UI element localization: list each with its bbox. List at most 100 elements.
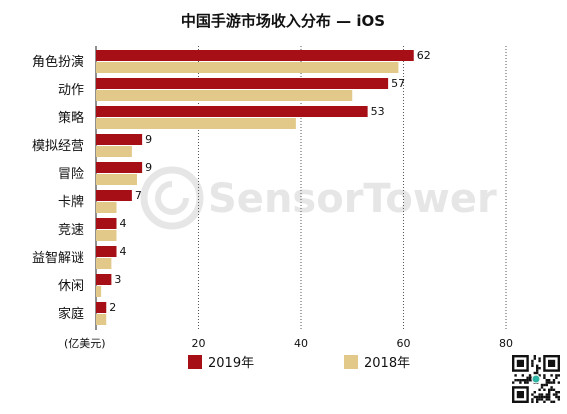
bar-2018 [96, 90, 353, 101]
qr-module [531, 400, 534, 403]
qr-module [557, 391, 560, 394]
qr-finder-core [516, 359, 524, 367]
qr-module [536, 367, 539, 370]
bar-2018 [96, 62, 399, 73]
qr-module [552, 393, 556, 396]
qr-module [536, 395, 539, 399]
qr-module [548, 379, 551, 382]
bar-2018 [96, 202, 117, 213]
qr-module [526, 379, 529, 382]
qr-module [538, 374, 541, 377]
data-label: 4 [120, 245, 127, 258]
qr-module [536, 398, 539, 401]
qr-module [533, 391, 536, 394]
qr-module [545, 395, 548, 399]
data-label: 3 [114, 273, 121, 286]
unit-label: (亿美元) [64, 337, 106, 350]
qr-module [533, 371, 536, 375]
bar-2018 [96, 258, 112, 269]
bar-2019 [96, 134, 143, 145]
bar-2018 [96, 314, 107, 325]
qr-module [531, 362, 534, 365]
data-labels: 62 57 53 9 9 7 4 4 3 2 [109, 49, 431, 314]
bar-2019 [96, 246, 117, 257]
qr-module [543, 395, 546, 399]
qr-module [538, 395, 541, 399]
data-label: 53 [371, 105, 385, 118]
bar-2019 [96, 218, 117, 229]
qr-module [528, 379, 532, 382]
qr-module [538, 357, 541, 360]
qr-module [524, 379, 527, 382]
qr-module [512, 381, 515, 384]
qr-module [555, 391, 558, 394]
qr-module [538, 393, 541, 396]
bar-2019 [96, 50, 414, 61]
qr-module [519, 379, 522, 382]
qr-module [514, 379, 517, 382]
qr-module [550, 381, 553, 384]
qr-module [536, 364, 539, 367]
data-label: 9 [145, 161, 152, 174]
qr-module [531, 393, 534, 396]
qr-module [514, 374, 517, 377]
bar-2019 [96, 162, 143, 173]
category-label: 益智解谜 [32, 251, 84, 266]
qr-module [550, 388, 553, 391]
chart-title: 中国手游市场收入分布 — iOS [181, 12, 385, 30]
qr-module [552, 388, 556, 391]
qr-module [543, 383, 546, 387]
category-label: 休闲 [58, 279, 84, 294]
qr-module [519, 381, 522, 384]
qr-module [557, 381, 560, 384]
data-label: 4 [120, 217, 127, 230]
sensortower-logo-icon [140, 166, 204, 230]
qr-module [540, 383, 544, 387]
qr-module [528, 376, 532, 379]
qr-module [545, 393, 548, 396]
data-label: 7 [135, 189, 142, 202]
category-label: 家庭 [58, 306, 84, 322]
category-label: 卡牌 [58, 194, 84, 210]
qr-module [555, 393, 558, 396]
x-tick-label: 20 [192, 337, 206, 350]
category-label: 动作 [58, 83, 84, 98]
qr-module [538, 388, 541, 391]
x-tick-label: 60 [397, 337, 411, 350]
qr-module [545, 383, 548, 387]
qr-module [557, 374, 560, 377]
qr-module [548, 381, 551, 384]
qr-module [543, 388, 546, 391]
legend-label-2019: 2019年 [208, 356, 254, 371]
qr-module [536, 371, 539, 375]
qr-finder-core [516, 391, 524, 399]
data-label: 9 [145, 133, 152, 146]
qr-module [516, 379, 520, 382]
legend-swatch-2019 [188, 355, 202, 369]
qr-module [548, 395, 551, 399]
category-label: 角色扮演 [32, 54, 84, 70]
qr-module [545, 381, 548, 384]
watermark: SensorTower [140, 166, 497, 230]
qr-module [548, 391, 551, 394]
bar-2019 [96, 106, 368, 117]
qr-module [543, 376, 546, 379]
qr-module [552, 400, 556, 403]
qr-module [540, 395, 544, 399]
bar-2018 [96, 118, 296, 129]
qr-module [521, 374, 524, 377]
bar-2018 [96, 230, 117, 241]
qr-module [555, 395, 558, 399]
qr-module [533, 395, 536, 399]
qr-module [538, 367, 541, 370]
qr-module [540, 393, 544, 396]
qr-module [521, 379, 524, 382]
qr-module [548, 388, 551, 391]
qr-module [526, 381, 529, 384]
qr-module [531, 364, 534, 367]
legend: 2019年 2018年 [188, 355, 410, 371]
qr-module [540, 398, 544, 401]
qr-module [545, 398, 548, 401]
